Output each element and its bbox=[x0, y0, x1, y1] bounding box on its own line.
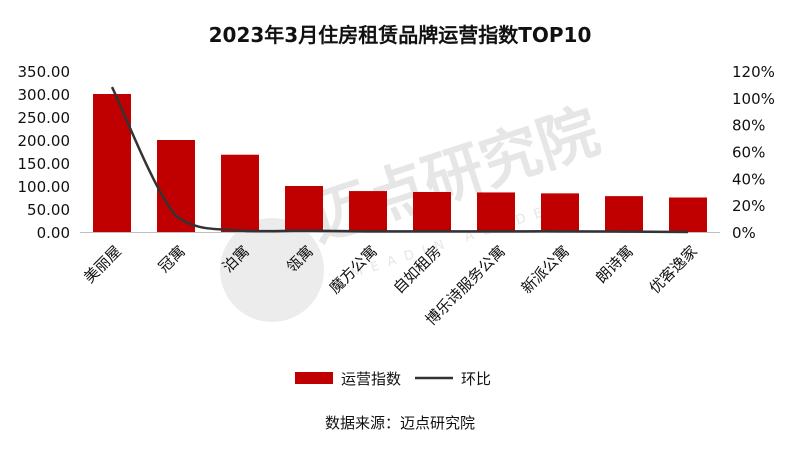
watermark-logo-icon bbox=[220, 218, 324, 322]
x-tick-label: 冠寓 bbox=[155, 242, 189, 276]
y-left-tick-label: 0.00 bbox=[37, 224, 70, 242]
bar bbox=[349, 191, 387, 232]
y-right-tick-label: 40% bbox=[732, 170, 765, 188]
bar bbox=[605, 196, 643, 232]
bar bbox=[157, 140, 195, 232]
source-note: 数据来源：迈点研究院 bbox=[325, 414, 475, 432]
y-left-tick-label: 300.00 bbox=[18, 86, 71, 104]
bar bbox=[285, 186, 323, 232]
chart-title: 2023年3月住房租赁品牌运营指数TOP10 bbox=[209, 23, 592, 47]
y-left-tick-label: 250.00 bbox=[18, 109, 71, 127]
legend-swatch-bar bbox=[295, 372, 333, 384]
y-left-tick-label: 350.00 bbox=[18, 63, 71, 81]
bar bbox=[477, 192, 515, 232]
bar bbox=[541, 193, 579, 232]
y-right-tick-label: 80% bbox=[732, 117, 765, 135]
x-tick-label: 美丽屋 bbox=[80, 242, 125, 287]
line-series-huanbi bbox=[110, 86, 689, 234]
bar bbox=[413, 191, 451, 232]
y-left-tick-label: 200.00 bbox=[18, 132, 71, 150]
y-left-tick-label: 100.00 bbox=[18, 178, 71, 196]
x-tick-label: 优客逸家 bbox=[646, 242, 701, 297]
legend-label: 运营指数 bbox=[341, 370, 401, 388]
y-left-tick-label: 50.00 bbox=[27, 201, 70, 219]
y-right-tick-label: 0% bbox=[732, 224, 756, 242]
x-tick-label: 新派公寓 bbox=[518, 242, 573, 297]
y-right-tick-label: 60% bbox=[732, 144, 765, 162]
y-right-tick-label: 120% bbox=[732, 63, 775, 81]
x-tick-label: 朗诗寓 bbox=[592, 242, 637, 287]
y-right-tick-label: 20% bbox=[732, 197, 765, 215]
y-left-tick-label: 150.00 bbox=[18, 155, 71, 173]
bar bbox=[669, 197, 707, 232]
legend-label: 环比 bbox=[461, 370, 491, 388]
bar bbox=[221, 154, 259, 232]
y-right-tick-label: 100% bbox=[732, 90, 775, 108]
